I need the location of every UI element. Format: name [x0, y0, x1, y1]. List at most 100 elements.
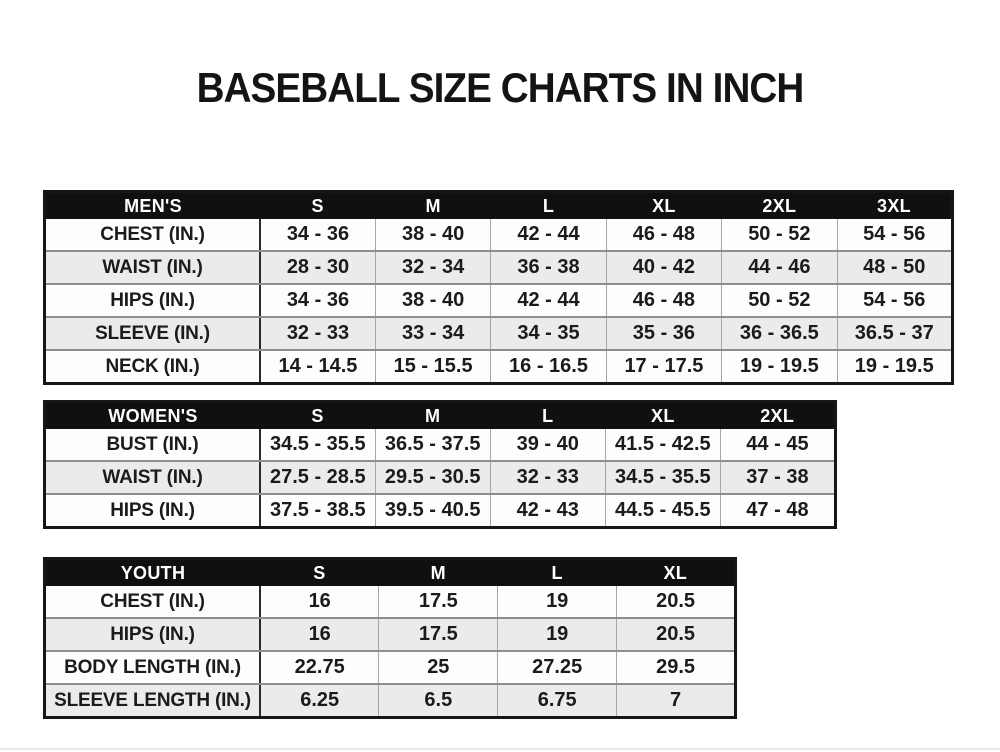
size-value-cell: 54 - 56	[836, 284, 953, 318]
row-label: HIPS (IN.)	[43, 618, 261, 652]
size-value-cell: 32 - 33	[259, 317, 376, 351]
table-row: HIPS (IN.) 34 - 36 38 - 40 42 - 44 46 - 48 50…	[43, 284, 953, 318]
size-value-cell: 41.5 - 42.5	[604, 429, 721, 462]
size-value-cell: 22.75	[259, 651, 379, 685]
size-value-cell: 46 - 48	[605, 219, 722, 252]
size-column-header: S	[260, 191, 376, 219]
size-value-cell: 32 - 33	[489, 461, 606, 495]
size-value-cell: 27.25	[497, 651, 617, 685]
size-column-header: XL	[606, 191, 722, 219]
size-value-cell: 36 - 38	[490, 251, 607, 285]
size-value-cell: 40 - 42	[605, 251, 722, 285]
size-value-cell: 6.75	[497, 684, 617, 719]
size-value-cell: 15 - 15.5	[374, 350, 491, 385]
row-label: SLEEVE LENGTH (IN.)	[43, 684, 261, 719]
table-row: CHEST (IN.) 16 17.5 19 20.5	[43, 586, 736, 619]
size-value-cell: 20.5	[616, 618, 736, 652]
size-value-cell: 16 - 16.5	[490, 350, 607, 385]
youth-table-body: CHEST (IN.) 16 17.5 19 20.5 HIPS (IN.) 16 17.5 1…	[43, 586, 736, 719]
size-value-cell: 32 - 34	[374, 251, 491, 285]
size-column-header: M	[375, 191, 491, 219]
size-value-cell: 19	[497, 586, 617, 619]
size-value-cell: 16	[259, 586, 379, 619]
size-value-cell: 29.5 - 30.5	[374, 461, 491, 495]
size-value-cell: 19 - 19.5	[836, 350, 953, 385]
size-value-cell: 54 - 56	[836, 219, 953, 252]
womens-header-row: WOMEN'S S M L XL 2XL	[44, 401, 836, 429]
size-value-cell: 37.5 - 38.5	[259, 494, 376, 529]
size-value-cell: 42 - 43	[489, 494, 606, 529]
size-value-cell: 25	[378, 651, 498, 685]
size-value-cell: 27.5 - 28.5	[259, 461, 376, 495]
size-value-cell: 44.5 - 45.5	[604, 494, 721, 529]
size-value-cell: 50 - 52	[721, 219, 838, 252]
row-label: CHEST (IN.)	[43, 219, 261, 252]
size-column-header: M	[375, 401, 491, 429]
table-title-cell: WOMEN'S	[44, 401, 260, 429]
table-row: NECK (IN.) 14 - 14.5 15 - 15.5 16 - 16.5 17 …	[43, 350, 953, 385]
size-value-cell: 16	[259, 618, 379, 652]
size-value-cell: 6.25	[259, 684, 379, 719]
size-value-cell: 38 - 40	[374, 219, 491, 252]
size-value-cell: 38 - 40	[374, 284, 491, 318]
size-column-header: 2XL	[720, 401, 836, 429]
size-value-cell: 37 - 38	[719, 461, 836, 495]
size-value-cell: 50 - 52	[721, 284, 838, 318]
size-column-header: 2XL	[721, 191, 838, 219]
size-value-cell: 35 - 36	[605, 317, 722, 351]
table-title-cell: MEN'S	[44, 191, 260, 219]
size-value-cell: 44 - 46	[721, 251, 838, 285]
table-row: WAIST (IN.) 28 - 30 32 - 34 36 - 38 40 - 42 4…	[43, 251, 953, 285]
size-value-cell: 36 - 36.5	[721, 317, 838, 351]
size-column-header: S	[260, 558, 379, 586]
size-value-cell: 36.5 - 37	[836, 317, 953, 351]
size-value-cell: 44 - 45	[719, 429, 836, 462]
size-value-cell: 42 - 44	[490, 219, 607, 252]
size-value-cell: 34 - 36	[259, 219, 376, 252]
size-value-cell: 19	[497, 618, 617, 652]
size-column-header: XL	[605, 401, 721, 429]
size-value-cell: 17.5	[378, 618, 498, 652]
row-label: WAIST (IN.)	[43, 461, 261, 495]
size-value-cell: 7	[616, 684, 736, 719]
womens-table-body: BUST (IN.) 34.5 - 35.5 36.5 - 37.5 39 - 40 4…	[43, 429, 836, 529]
size-value-cell: 34.5 - 35.5	[604, 461, 721, 495]
size-value-cell: 6.5	[378, 684, 498, 719]
size-column-header: L	[490, 401, 606, 429]
size-value-cell: 48 - 50	[836, 251, 953, 285]
table-row: HIPS (IN.) 16 17.5 19 20.5	[43, 618, 736, 652]
size-column-header: M	[378, 558, 498, 586]
table-row: SLEEVE LENGTH (IN.) 6.25 6.5 6.75 7	[43, 684, 736, 719]
row-label: SLEEVE (IN.)	[43, 317, 261, 351]
size-value-cell: 20.5	[616, 586, 736, 619]
size-value-cell: 14 - 14.5	[259, 350, 376, 385]
table-row: WAIST (IN.) 27.5 - 28.5 29.5 - 30.5 32 - 33…	[43, 461, 836, 495]
row-label: BUST (IN.)	[43, 429, 261, 462]
row-label: HIPS (IN.)	[43, 284, 261, 318]
size-column-header: S	[260, 401, 376, 429]
mens-header-row: MEN'S S M L XL 2XL 3XL	[44, 191, 953, 219]
size-value-cell: 39 - 40	[489, 429, 606, 462]
size-value-cell: 34.5 - 35.5	[259, 429, 376, 462]
row-label: WAIST (IN.)	[43, 251, 261, 285]
table-row: SLEEVE (IN.) 32 - 33 33 - 34 34 - 35 35 - 36…	[43, 317, 953, 351]
youth-header-row: YOUTH S M L XL	[44, 558, 736, 586]
youth-size-table: YOUTH S M L XL CHEST (IN.) 16 17.5 19 20.5 HIPS (…	[43, 557, 737, 719]
size-column-header: XL	[616, 558, 736, 586]
table-row: CHEST (IN.) 34 - 36 38 - 40 42 - 44 46 - 48 5…	[43, 219, 953, 252]
size-value-cell: 33 - 34	[374, 317, 491, 351]
size-column-header: L	[497, 558, 617, 586]
size-value-cell: 39.5 - 40.5	[374, 494, 491, 529]
row-label: HIPS (IN.)	[43, 494, 261, 529]
table-row: HIPS (IN.) 37.5 - 38.5 39.5 - 40.5 42 - 43 4…	[43, 494, 836, 529]
row-label: CHEST (IN.)	[43, 586, 261, 619]
size-value-cell: 42 - 44	[490, 284, 607, 318]
row-label: NECK (IN.)	[43, 350, 261, 385]
table-row: BUST (IN.) 34.5 - 35.5 36.5 - 37.5 39 - 40 4…	[43, 429, 836, 462]
mens-table-body: CHEST (IN.) 34 - 36 38 - 40 42 - 44 46 - 48 5…	[43, 219, 953, 385]
bottom-edge-line	[0, 748, 1000, 750]
size-value-cell: 17 - 17.5	[605, 350, 722, 385]
size-value-cell: 17.5	[378, 586, 498, 619]
size-value-cell: 34 - 35	[490, 317, 607, 351]
